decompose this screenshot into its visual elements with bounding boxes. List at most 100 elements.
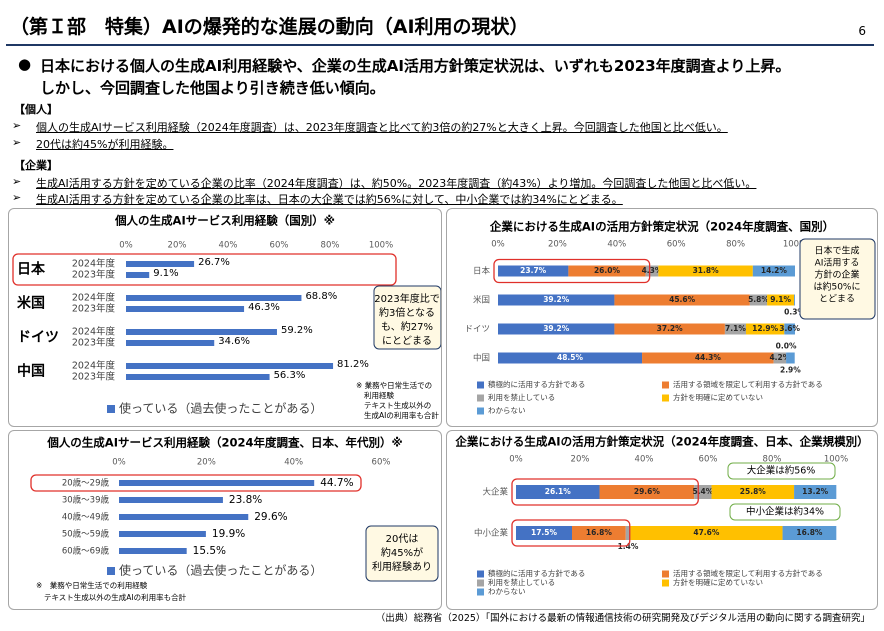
series-label: 2024年度 [72,326,116,338]
section-heading: 【個人】 [14,103,58,116]
callout-text: にとどまる [382,335,432,347]
chart-panel: 個人の生成AIサービス利用経験（国別）※ 0% 20% 40% 60% 80% 100% 使っ… [8,208,442,427]
series-label: 2024年度 [72,258,116,270]
value-label: 81.2% [337,359,369,370]
chart-title: 個人の生成AIサービス利用経験（2024年度調査、日本、年代別）※ [46,436,402,450]
highlight-box [493,258,651,284]
note: 利用経験 [364,390,394,400]
value-label: 7.1% [725,324,746,333]
callout-text: も、約27% [381,320,433,333]
callout-text: 方針の企業 [814,269,859,281]
value-label: 23.7% [520,266,547,275]
value-label: 19.9% [212,528,245,540]
value-label: 4.2% [769,353,790,362]
note: テキスト生成以外の [364,400,431,410]
value-label: 16.8% [796,528,823,537]
bar-segment [745,323,785,335]
bar-segment [642,352,774,364]
callout-text: AI活用する [815,257,860,269]
bar-segment [749,294,768,306]
x-tick-label: 0% [509,455,523,465]
legend-label: わからない [488,406,526,415]
x-tick-label: 0% [112,458,126,468]
x-tick-label: 80% [321,241,340,251]
bar [119,480,315,486]
bar-segment [625,526,631,540]
legend-label: 利用を禁止している [488,392,555,402]
highlight-box [30,474,362,492]
bar [126,329,277,335]
bar-segment [786,352,795,364]
category-label: 60歳～69歳 [62,546,110,557]
value-label: 4.3% [642,266,663,275]
callout-text: 約45%が [381,546,423,559]
bullet: 生成AI活用する方針を定めている企業の比率は、日本の大企業では約56%に対して、… [12,191,623,207]
value-label: 29.6% [254,511,287,523]
value-label: 13.2% [802,487,829,496]
value-label: 26.0% [594,266,621,275]
value-label: 16.8% [586,528,613,537]
value-label: 34.6% [218,336,250,347]
value-label: 3.6% [779,324,800,333]
bar-segment [752,265,795,277]
value-label: 44.7% [320,477,353,489]
x-tick-label: 20% [571,455,590,465]
callout-text: 20代は [386,533,419,545]
bar-segment [724,323,746,335]
category-label: 中国 [17,363,45,380]
chart: 個人の生成AIサービス利用経験（2024年度調査、日本、年代別）※ 0% 20% 40… [30,436,439,602]
bar [126,340,215,346]
legend-label: 活用する領域を限定して利用する方針である [673,379,823,389]
x-tick-label: 40% [635,455,654,465]
callout-text: 中小企業は約34% [746,506,824,518]
category-label: 20歳～29歳 [62,478,110,489]
category-label: 中小企業 [474,528,509,539]
legend-swatch [477,394,484,402]
category-label: 日本 [17,261,46,278]
category-label: 30歳～39歳 [62,495,110,506]
x-tick-label: 60% [270,241,289,251]
callout-box [799,238,876,320]
section-heading: 【企業】 [14,159,58,172]
bullet: 20代は約45%が利用経験。 [12,136,174,152]
value-label: 29.6% [634,487,661,496]
callout-text: 大企業は約56% [747,465,816,477]
category-label: 大企業 [482,487,508,498]
value-label: 17.5% [531,528,558,537]
category-label: 40歳～49歳 [62,512,110,523]
chart: 企業における生成AIの活用方針策定状況（2024年度調査、国別） 0% 20% 40%… [464,220,876,415]
bar [119,548,187,554]
x-tick-label: 60% [699,455,718,465]
x-tick-label: 80% [763,455,782,465]
highlight-box [511,519,631,547]
bar [126,295,302,301]
x-tick-label: 0% [491,240,505,250]
bar-segment [794,485,837,499]
bullet: 個人の生成AIサービス利用経験（2024年度調査）は、2023年度調査と比べて約… [12,119,728,135]
legend-swatch [662,570,669,578]
value-label: 0.3% [784,308,805,317]
bar-segment [711,485,795,499]
highlight-box [511,478,699,506]
category-label: ドイツ [464,325,490,335]
legend-swatch [107,405,115,413]
series-label: 2023年度 [72,371,116,383]
legend-label: 使っている（過去使ったことがある） [119,401,322,416]
bar-segment [599,485,695,499]
x-tick-label: 0% [119,241,133,251]
callout-text: 約3倍となる [379,306,435,319]
legend-swatch [662,381,669,389]
category-label: ドイツ [17,330,59,346]
chart-title: 企業における生成AIの活用方針策定状況（2024年度調査、日本、企業規模別） [455,435,868,449]
x-tick-label: 40% [284,458,303,468]
legend-swatch [477,570,484,578]
legend-swatch [662,394,669,402]
callout-box [365,525,439,582]
bar-segment [498,265,569,277]
note: 生成AIの利用率も合計 [364,410,439,420]
bar [119,531,206,537]
legend-label: 利用を禁止している [488,577,555,587]
legend-label: 積極的に活用する方針である [488,568,585,578]
chart-panel: 企業における生成AIの活用方針策定状況（2024年度調査、国別） 0% 20% 40%… [446,208,878,427]
category-label: 日本 [473,266,491,277]
